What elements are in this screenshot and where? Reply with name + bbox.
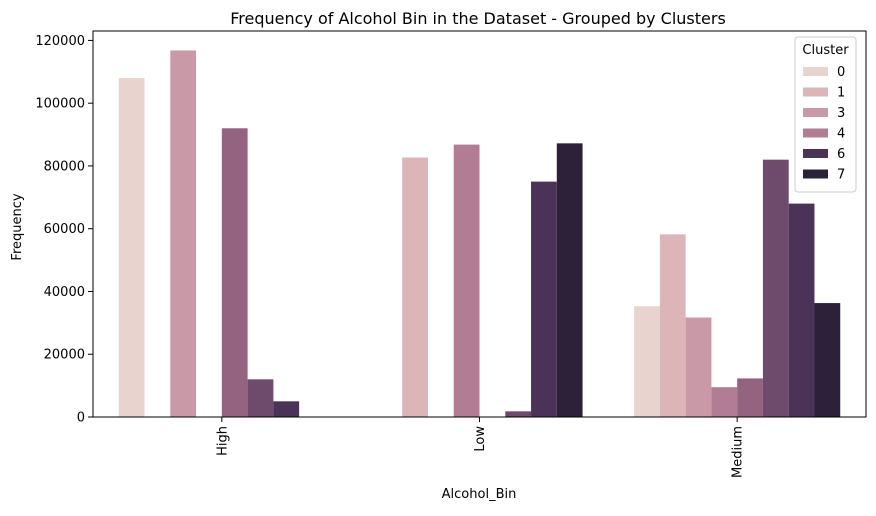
legend-swatch [803, 149, 828, 158]
x-tick-label: Medium [731, 426, 746, 478]
axes-layer: 0 20000 40000 60000 80000 100000 120000 High Low… [35, 30, 867, 478]
bar [221, 128, 248, 417]
y-tick-label: 0 [77, 411, 85, 426]
y-tick-label: 120000 [35, 34, 85, 49]
y-tick-label: 100000 [35, 97, 85, 112]
bar [634, 306, 660, 417]
x-tick-label: High [215, 426, 230, 456]
bar [711, 387, 738, 417]
bar [247, 379, 274, 417]
legend-swatch [803, 67, 828, 76]
bar [659, 234, 686, 417]
legend-label: 0 [837, 65, 845, 80]
legend-title: Cluster [802, 43, 849, 58]
x-axis-title: Alcohol_Bin [442, 487, 517, 502]
chart-title: Frequency of Alcohol Bin in the Dataset … [230, 9, 726, 28]
legend-swatch [803, 87, 828, 97]
x-tick-label: Low [473, 426, 488, 452]
bar [505, 411, 532, 417]
bar [170, 50, 197, 418]
bar [453, 144, 480, 417]
legend: Cluster 0 1 3 4 6 7 [794, 36, 857, 193]
bar [762, 159, 789, 418]
bar [814, 303, 841, 417]
legend-swatch [803, 108, 828, 117]
y-tick-label: 80000 [44, 159, 85, 174]
bar [556, 143, 583, 417]
bar [402, 157, 428, 417]
bar [118, 78, 145, 417]
y-axis-title: Frequency [10, 193, 25, 260]
legend-swatch [803, 169, 828, 179]
y-tick-label: 60000 [44, 222, 85, 237]
bar [737, 378, 763, 417]
bar [788, 203, 815, 417]
legend-label: 4 [837, 127, 845, 142]
bar [273, 401, 300, 417]
y-tick-label: 20000 [44, 348, 85, 363]
legend-label: 7 [837, 168, 845, 183]
legend-label: 6 [837, 147, 845, 162]
legend-label: 3 [837, 106, 845, 121]
bars-layer [118, 50, 841, 418]
legend-label: 1 [837, 86, 845, 101]
bar [531, 181, 557, 417]
y-tick-label: 40000 [44, 285, 85, 300]
bar [685, 317, 712, 417]
legend-swatch [803, 128, 828, 138]
